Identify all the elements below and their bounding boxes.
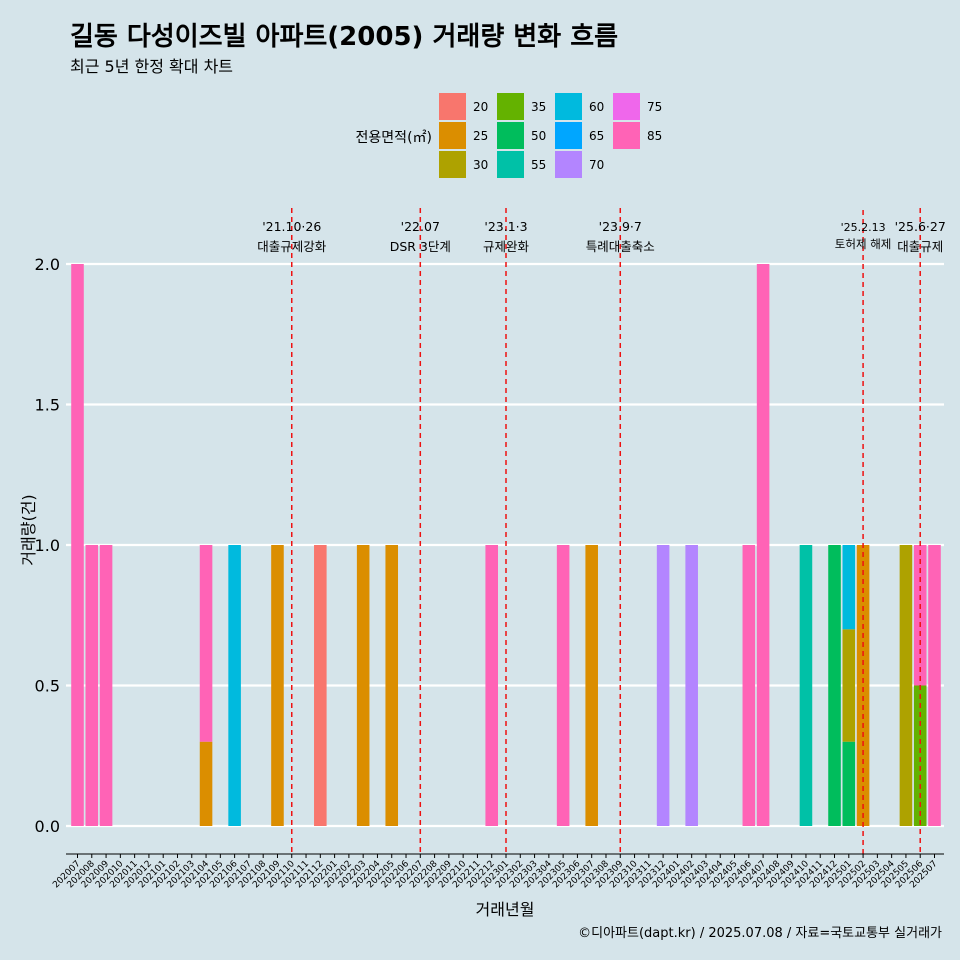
bar-202410-55 bbox=[799, 545, 813, 826]
legend-swatch bbox=[555, 122, 582, 149]
legend-label: 65 bbox=[589, 129, 604, 143]
bar-202104-85 bbox=[199, 545, 213, 742]
y-tick-label: 1.5 bbox=[35, 396, 60, 415]
event-date: '25.6·27 bbox=[895, 219, 946, 234]
y-tick-label: 0.5 bbox=[35, 677, 60, 696]
chart-title: 길동 다성이즈빌 아파트(2005) 거래량 변화 흐름 bbox=[70, 22, 619, 52]
bar-202212-85 bbox=[485, 545, 499, 826]
y-tick-label: 2.0 bbox=[35, 255, 60, 274]
y-axis-title: 거래량(건) bbox=[19, 494, 38, 565]
legend-swatch bbox=[497, 122, 524, 149]
event-label: 토허제 해제 bbox=[835, 237, 892, 251]
legend-label: 55 bbox=[531, 158, 546, 172]
legend-swatch bbox=[497, 93, 524, 120]
bar-202412-50 bbox=[828, 545, 841, 826]
event-label: 대출규제강화 bbox=[257, 239, 327, 254]
bar-202307-25 bbox=[585, 545, 598, 826]
bar-202008-85 bbox=[85, 545, 99, 826]
event-date: '21.10·26 bbox=[262, 219, 321, 234]
source-caption: ©디아파트(dapt.kr) / 2025.07.08 / 자료=국토교통부 실… bbox=[578, 926, 942, 941]
y-tick-label: 1.0 bbox=[35, 536, 60, 555]
bar-202501-60 bbox=[842, 545, 856, 630]
legend-label: 60 bbox=[589, 100, 604, 114]
legend-swatch bbox=[439, 93, 466, 120]
bar-202402-70 bbox=[685, 545, 698, 826]
legend-swatch bbox=[439, 122, 466, 149]
bar-202205-25 bbox=[385, 545, 399, 826]
chart-subtitle: 최근 5년 한정 확대 차트 bbox=[70, 57, 234, 76]
bar-202109-25 bbox=[271, 545, 284, 826]
bar-202009-85 bbox=[99, 545, 113, 826]
event-date: '25.2.13 bbox=[841, 221, 886, 234]
event-label: 특례대출축소 bbox=[586, 239, 655, 254]
legend-title: 전용면적(㎡) bbox=[356, 130, 432, 146]
x-axis-title: 거래년월 bbox=[476, 900, 535, 919]
legend-label: 85 bbox=[647, 129, 662, 143]
legend-swatch bbox=[613, 93, 640, 120]
event-label: DSR 3단계 bbox=[390, 239, 451, 254]
y-tick-label: 0.0 bbox=[35, 817, 60, 836]
bar-202507-85 bbox=[928, 545, 941, 826]
bar-202007-85 bbox=[71, 264, 84, 826]
legend-swatch bbox=[439, 151, 466, 178]
legend-label: 25 bbox=[473, 129, 488, 143]
legend-label: 75 bbox=[647, 100, 662, 114]
bar-202502-25 bbox=[856, 545, 870, 826]
bar-202407-85 bbox=[756, 264, 770, 826]
event-label: 규제완화 bbox=[483, 239, 530, 254]
bar-202501-30 bbox=[842, 629, 856, 742]
bar-202305-85 bbox=[556, 545, 570, 826]
bar-202312-70 bbox=[656, 545, 670, 826]
bar-202505-30 bbox=[899, 545, 913, 826]
bar-202506-35 bbox=[913, 685, 927, 826]
legend-label: 30 bbox=[473, 158, 488, 172]
legend-swatch bbox=[497, 151, 524, 178]
bar-202501-50 bbox=[842, 741, 856, 826]
legend-label: 20 bbox=[473, 100, 488, 114]
legend-swatch bbox=[555, 93, 582, 120]
bar-202406-85 bbox=[742, 545, 756, 826]
legend-swatch bbox=[555, 151, 582, 178]
event-date: '22.07 bbox=[401, 219, 440, 234]
bar-202203-25 bbox=[356, 545, 370, 826]
event-date: '23.1·3 bbox=[484, 219, 527, 234]
bar-202112-20 bbox=[314, 545, 327, 826]
legend-label: 70 bbox=[589, 158, 604, 172]
legend-label: 50 bbox=[531, 129, 546, 143]
bar-202106-60 bbox=[228, 545, 241, 826]
legend-swatch bbox=[613, 122, 640, 149]
bar-202104-25 bbox=[199, 741, 213, 826]
event-label: 대출규제 bbox=[897, 239, 943, 254]
event-date: '23.9·7 bbox=[599, 219, 642, 234]
legend-label: 35 bbox=[531, 100, 546, 114]
